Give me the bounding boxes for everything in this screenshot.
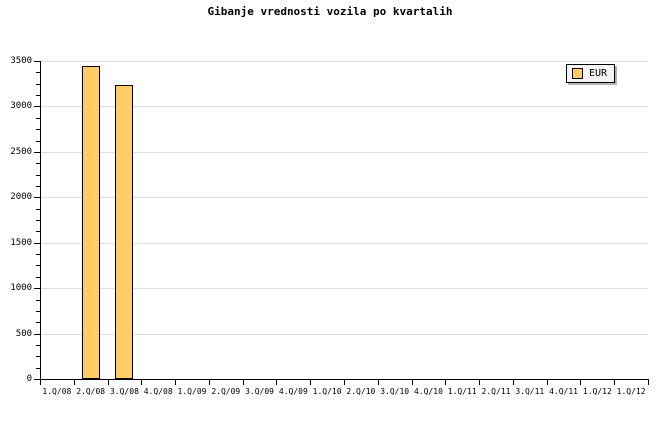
y-axis-minor-tick <box>36 311 40 312</box>
y-axis-minor-tick <box>36 118 40 119</box>
y-axis-label: 1500 <box>10 238 32 248</box>
x-axis-tick <box>580 380 581 385</box>
y-axis-minor-tick <box>36 141 40 142</box>
x-axis-tick <box>141 380 142 385</box>
y-axis-minor-tick <box>36 254 40 255</box>
x-axis-label: 3.Q/11 <box>515 387 545 396</box>
x-axis-tick <box>412 380 413 385</box>
y-axis-tick <box>34 152 40 153</box>
x-axis-label: 4.Q/10 <box>413 387 443 396</box>
chart-title: Gibanje vrednosti vozila po kvartalih <box>207 5 453 18</box>
y-axis-label: 3500 <box>10 56 32 66</box>
x-axis-label: 4.Q/08 <box>143 387 173 396</box>
gridline <box>40 61 648 62</box>
x-axis-label: 1.Q/12 <box>582 387 612 396</box>
y-axis-minor-tick <box>36 175 40 176</box>
x-axis-tick <box>445 380 446 385</box>
y-axis-minor-tick <box>36 95 40 96</box>
x-axis-label: 2.Q/11 <box>481 387 511 396</box>
gridline <box>40 106 648 107</box>
x-axis-label: 1.Q/12 <box>616 387 646 396</box>
x-axis-tick <box>175 380 176 385</box>
x-axis-tick <box>40 380 41 385</box>
y-axis-tick <box>34 288 40 289</box>
y-axis-tick <box>34 334 40 335</box>
y-axis-minor-tick <box>36 231 40 232</box>
y-axis-minor-tick <box>36 84 40 85</box>
x-axis-label: 4.Q/11 <box>549 387 578 396</box>
y-axis-tick <box>34 379 40 380</box>
y-axis-label: 2500 <box>10 147 32 157</box>
y-axis-minor-tick <box>36 220 40 221</box>
y-axis-minor-tick <box>36 72 40 73</box>
x-axis-tick <box>74 380 75 385</box>
legend[interactable]: EUR <box>566 64 616 83</box>
x-axis-label: 3.Q/10 <box>380 387 410 396</box>
y-axis-minor-tick <box>36 345 40 346</box>
gridline <box>40 152 648 153</box>
x-axis-label: 2.Q/09 <box>211 387 241 396</box>
y-axis-minor-tick <box>36 163 40 164</box>
y-axis-tick <box>34 197 40 198</box>
x-axis-tick <box>209 380 210 385</box>
x-axis-tick <box>614 380 615 385</box>
y-axis-label: 0 <box>26 374 32 384</box>
gridline <box>40 243 648 244</box>
y-axis-minor-tick <box>36 186 40 187</box>
y-axis-minor-tick <box>36 277 40 278</box>
x-axis-tick <box>108 380 109 385</box>
x-axis-tick <box>378 380 379 385</box>
x-axis-label: 3.Q/09 <box>245 387 274 396</box>
y-axis-labels: 0 500 1000 1500 2000 2500 3000 3500 <box>0 0 32 440</box>
x-axis-tick <box>513 380 514 385</box>
y-axis-label: 1000 <box>10 283 32 293</box>
y-axis-label: 500 <box>15 329 32 339</box>
x-axis-label: 2.Q/10 <box>346 387 376 396</box>
x-axis-label: 4.Q/09 <box>278 387 308 396</box>
x-axis-label: 1.Q/10 <box>312 387 342 396</box>
x-axis-tick <box>276 380 277 385</box>
x-axis-label: 1.Q/09 <box>177 387 207 396</box>
x-axis-label: 1.Q/11 <box>447 387 477 396</box>
x-axis-tick <box>479 380 480 385</box>
y-axis-minor-tick <box>36 129 40 130</box>
x-axis-tick <box>243 380 244 385</box>
y-axis-tick <box>34 106 40 107</box>
plot-area <box>40 61 648 379</box>
bar[interactable] <box>82 66 100 379</box>
gridline <box>40 334 648 335</box>
x-axis-label: 1.Q/08 <box>42 387 72 396</box>
y-axis-minor-tick <box>36 368 40 369</box>
x-axis-tick <box>310 380 311 385</box>
bar[interactable] <box>115 85 133 379</box>
y-axis-line <box>40 61 41 380</box>
y-axis-label: 2000 <box>10 192 32 202</box>
x-axis-label: 2.Q/08 <box>76 387 106 396</box>
y-axis-minor-tick <box>36 300 40 301</box>
x-axis-tick <box>648 380 649 385</box>
legend-label-eur: EUR <box>589 68 608 79</box>
gridline <box>40 197 648 198</box>
x-axis-tick <box>344 380 345 385</box>
y-axis-label: 3000 <box>10 101 32 111</box>
y-axis-minor-tick <box>36 322 40 323</box>
y-axis-tick <box>34 243 40 244</box>
y-axis-minor-tick <box>36 265 40 266</box>
x-axis-label: 3.Q/08 <box>109 387 139 396</box>
y-axis-minor-tick <box>36 209 40 210</box>
x-axis-tick <box>547 380 548 385</box>
y-axis-tick <box>34 61 40 62</box>
gridline <box>40 288 648 289</box>
legend-swatch-eur <box>572 68 583 79</box>
x-axis-line <box>40 379 649 380</box>
y-axis-minor-tick <box>36 356 40 357</box>
